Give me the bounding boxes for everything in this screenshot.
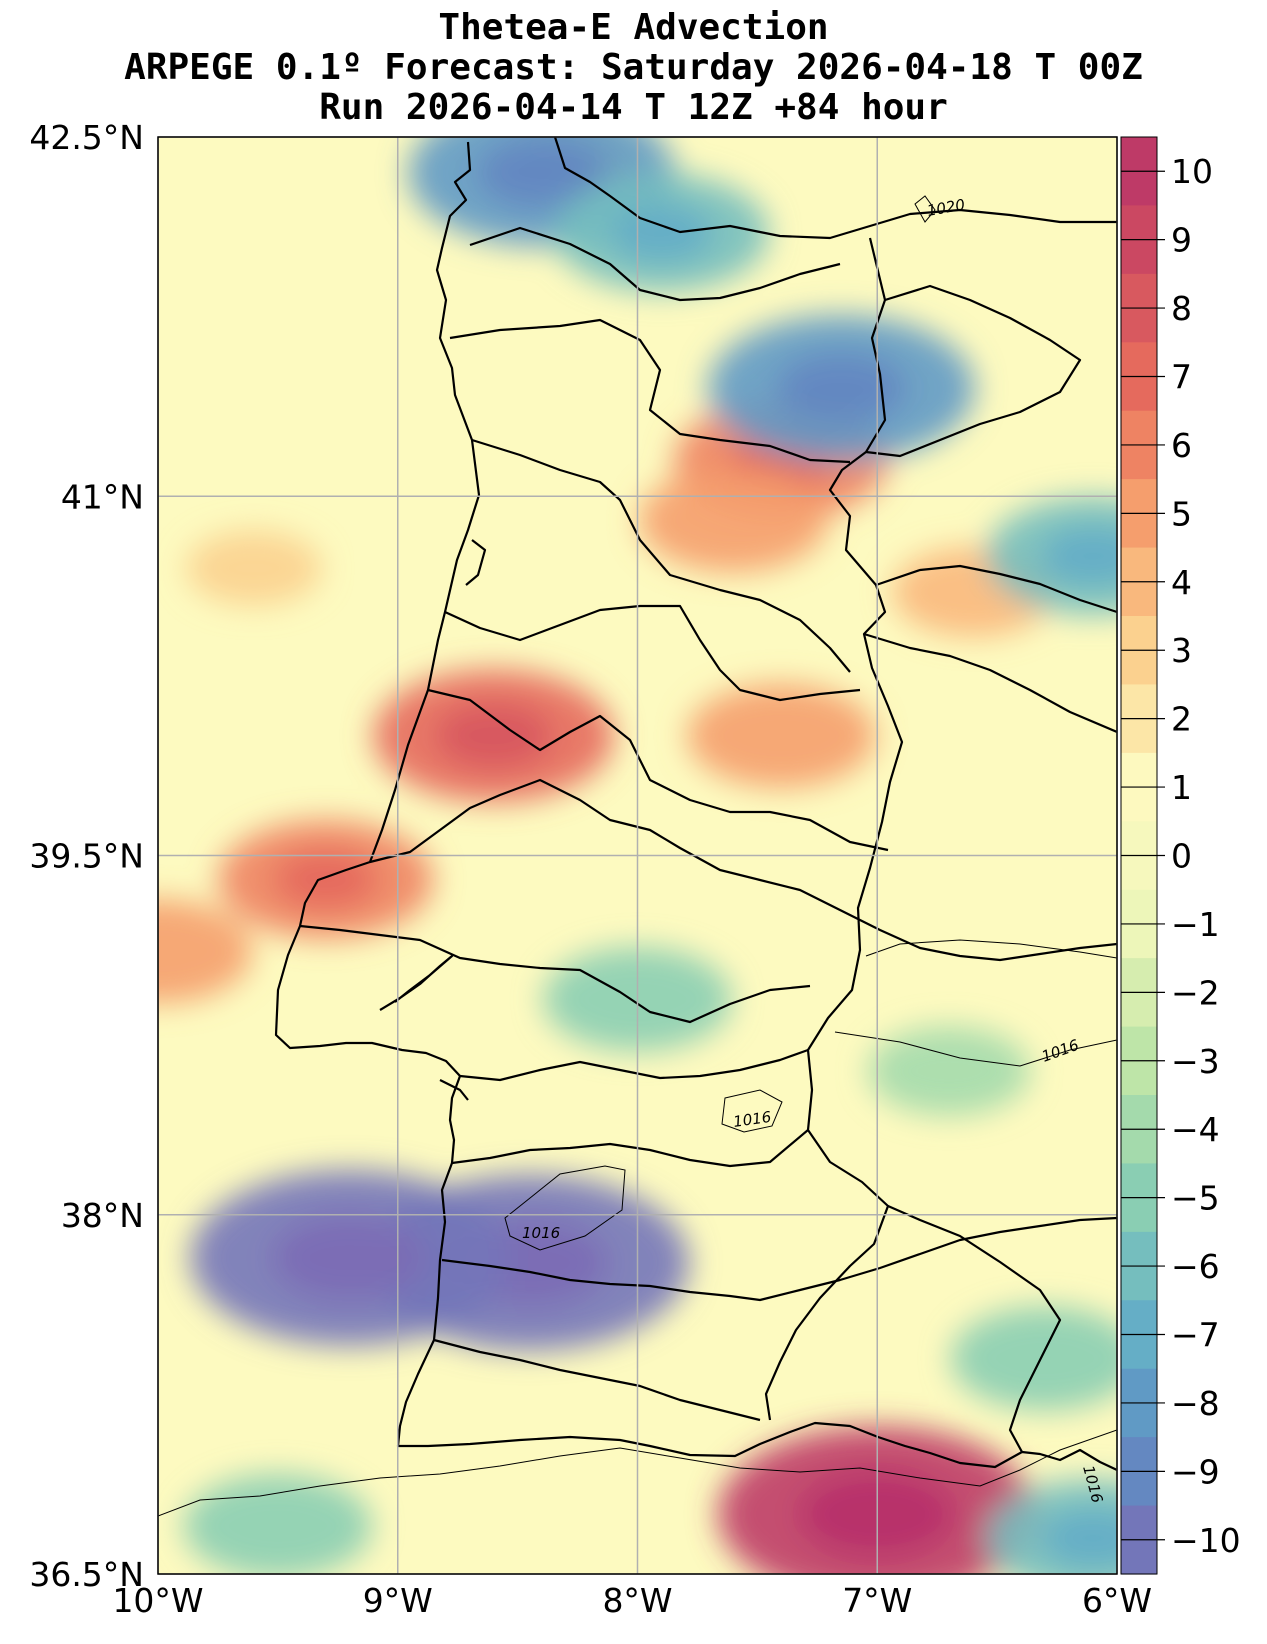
isobar-1016-small bbox=[721, 1089, 783, 1133]
colorbar-tick-label: 0 bbox=[1171, 837, 1192, 876]
isobars bbox=[158, 195, 1117, 1517]
isobar-1016-west bbox=[504, 1165, 626, 1251]
map-frame bbox=[157, 136, 1118, 1575]
field-core bbox=[272, 1216, 427, 1300]
field-feature bbox=[950, 1306, 1117, 1411]
internal-border-15 bbox=[863, 632, 1117, 734]
internal-border-3 bbox=[471, 438, 851, 673]
internal-border-14 bbox=[875, 564, 1117, 614]
internal-border-12 bbox=[887, 1204, 1062, 1453]
isobar-label: 1016 bbox=[732, 1108, 772, 1131]
colorbar-tick-label: −1 bbox=[1171, 905, 1220, 944]
internal-border-7 bbox=[299, 924, 811, 1024]
colorbar-tick-label: 9 bbox=[1171, 221, 1192, 260]
colorbar-tick-label: −9 bbox=[1171, 1452, 1220, 1491]
colorbar-tick-label: 10 bbox=[1171, 152, 1213, 191]
lat-tick-label: 38°N bbox=[61, 1196, 144, 1235]
colorbar-tick-label: 2 bbox=[1171, 700, 1192, 739]
isobar-1016-east bbox=[834, 939, 1117, 1067]
colorbar-tick-label: 6 bbox=[1171, 426, 1192, 465]
east-border bbox=[764, 237, 904, 1421]
colorbar-tick-label: 5 bbox=[1171, 494, 1192, 533]
internal-border-5 bbox=[427, 688, 889, 852]
lat-tick-label: 42.5°N bbox=[29, 118, 144, 157]
estuary-sado bbox=[439, 1079, 469, 1101]
colorbar-tick-label: −5 bbox=[1171, 1179, 1220, 1218]
internal-border-4 bbox=[444, 604, 861, 702]
internal-border-9 bbox=[451, 1129, 809, 1168]
colorbar-tick-label: −4 bbox=[1171, 1110, 1220, 1149]
lat-tick-label: 41°N bbox=[61, 477, 144, 516]
colorbar-tick-label: −3 bbox=[1171, 1042, 1220, 1081]
axis-ticks: 10°W 9°W 8°W 7°W 6°W 42.5°N 41°N 39.5°N 38°N 36.5… bbox=[29, 118, 1152, 1620]
field-core bbox=[274, 851, 378, 908]
lon-tick-label: 7°W bbox=[842, 1581, 912, 1620]
lon-tick-label: 9°W bbox=[363, 1581, 433, 1620]
isobar-1020 bbox=[914, 195, 936, 223]
colorbar-tick-label: 4 bbox=[1171, 563, 1192, 602]
field-feature bbox=[867, 1026, 1031, 1116]
colorbar-tick-label: 8 bbox=[1171, 289, 1192, 328]
lon-tick-label: 8°W bbox=[602, 1581, 672, 1620]
internal-border-11 bbox=[433, 1338, 761, 1422]
title-line-3: Run 2026-04-14 T 12Z +84 hour bbox=[319, 87, 948, 128]
chart-title: Thetea-E Advection ARPEGE 0.1º Forecast:… bbox=[0, 8, 1267, 128]
field-core bbox=[776, 353, 906, 424]
field-feature bbox=[183, 1474, 373, 1574]
estuary-tagus bbox=[379, 954, 454, 1011]
field-feature bbox=[687, 683, 876, 788]
field-core bbox=[609, 204, 714, 261]
internal-border-8 bbox=[459, 1048, 809, 1082]
internal-border-2 bbox=[449, 318, 851, 464]
colorbar-tick-label: −10 bbox=[1171, 1521, 1241, 1560]
internal-border-1 bbox=[469, 226, 841, 302]
title-line-1: Thetea-E Advection bbox=[438, 7, 829, 48]
north-border bbox=[553, 137, 1117, 240]
lon-tick-label: 6°W bbox=[1082, 1581, 1152, 1620]
field-core bbox=[1041, 528, 1117, 585]
internal-border-13 bbox=[865, 284, 1082, 458]
internal-border-6 bbox=[369, 778, 1117, 962]
colorbar-tick-label: 3 bbox=[1171, 631, 1192, 670]
colorbar-tick-label: −2 bbox=[1171, 973, 1220, 1012]
isobar-1016-south bbox=[158, 1429, 1117, 1517]
colorbar-tick-label: 7 bbox=[1171, 358, 1192, 397]
title-line-2: ARPEGE 0.1º Forecast: Saturday 2026-04-1… bbox=[124, 47, 1143, 88]
field-core bbox=[435, 704, 552, 768]
field-core bbox=[477, 137, 606, 208]
coastlines-and-borders bbox=[274, 137, 1117, 1471]
colorbar-tick-label: −8 bbox=[1171, 1384, 1220, 1423]
lon-tick-label: 10°W bbox=[112, 1581, 203, 1620]
field-feature bbox=[185, 530, 323, 606]
estuary-aveiro bbox=[465, 539, 487, 586]
isobar-label: 1016 bbox=[522, 1224, 560, 1242]
internal-border-10 bbox=[441, 1216, 1117, 1302]
colorbar-tick-label: 1 bbox=[1171, 768, 1192, 807]
lat-tick-label: 39.5°N bbox=[29, 837, 144, 876]
map-panel: 1020 1016 1016 1016 1016 10°W 9°W 8°W 7°W 6°… bbox=[29, 118, 1152, 1620]
field-feature bbox=[639, 468, 828, 573]
colorbar-tick-label: −7 bbox=[1171, 1316, 1220, 1355]
lat-tick-label: 36.5°N bbox=[29, 1555, 144, 1594]
field-core bbox=[1041, 1509, 1117, 1567]
colorbar-tick-label: −6 bbox=[1171, 1247, 1220, 1286]
field-feature bbox=[158, 899, 253, 1004]
